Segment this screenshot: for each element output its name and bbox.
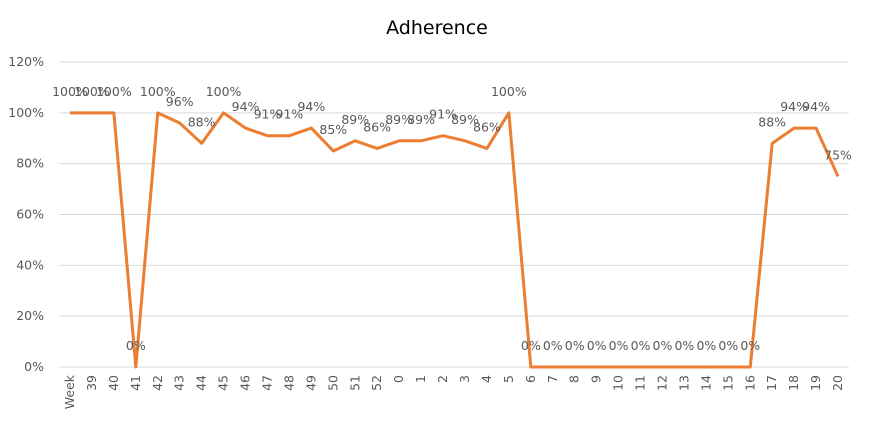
- data-label: 88%: [758, 114, 786, 129]
- x-tick-label: 10: [611, 375, 626, 391]
- x-tick-label: 3: [457, 375, 472, 383]
- x-tick-label: 45: [216, 375, 231, 391]
- x-tick-label: 15: [720, 375, 735, 391]
- data-label: 0%: [674, 338, 694, 353]
- data-label: 0%: [718, 338, 738, 353]
- x-tick-label: 41: [128, 375, 143, 391]
- data-label: 0%: [521, 338, 541, 353]
- x-tick-label: 43: [172, 375, 187, 391]
- data-label: 89%: [451, 112, 479, 127]
- x-tick-label: Week: [62, 374, 77, 409]
- data-label: 0%: [740, 338, 760, 353]
- data-label: 91%: [276, 107, 304, 122]
- x-tick-label: 16: [742, 375, 757, 391]
- y-tick-label: 60%: [16, 207, 44, 222]
- x-tick-label: 8: [567, 375, 582, 383]
- x-tick-label: 51: [347, 375, 362, 391]
- x-tick-label: 44: [194, 375, 209, 391]
- data-label: 96%: [166, 94, 194, 109]
- data-label: 94%: [297, 99, 325, 114]
- data-label: 0%: [126, 338, 146, 353]
- data-label: 0%: [653, 338, 673, 353]
- y-tick-label: 20%: [16, 308, 44, 323]
- data-label: 94%: [232, 99, 260, 114]
- x-tick-label: 18: [786, 375, 801, 391]
- data-label: 94%: [802, 99, 830, 114]
- x-tick-label: 47: [259, 375, 274, 391]
- data-label: 0%: [543, 338, 563, 353]
- data-label: 75%: [824, 147, 852, 162]
- y-tick-label: 120%: [8, 54, 44, 69]
- x-tick-label: 9: [589, 375, 604, 383]
- chart-title: Adherence: [386, 17, 488, 39]
- x-tick-label: 52: [369, 375, 384, 391]
- x-tick-label: 2: [435, 375, 450, 383]
- data-label: 88%: [188, 114, 216, 129]
- data-label: 91%: [254, 107, 282, 122]
- data-label: 0%: [587, 338, 607, 353]
- x-tick-label: 0: [391, 375, 406, 383]
- y-tick-label: 100%: [8, 105, 44, 120]
- x-tick-label: 39: [84, 375, 99, 391]
- x-tick-label: 5: [501, 375, 516, 383]
- data-label: 100%: [206, 84, 242, 99]
- x-tick-label: 19: [808, 375, 823, 391]
- data-label: 100%: [52, 84, 88, 99]
- y-tick-label: 80%: [16, 156, 44, 171]
- x-tick-label: 50: [325, 375, 340, 391]
- data-label: 85%: [319, 122, 347, 137]
- y-tick-label: 40%: [16, 257, 44, 272]
- x-tick-label: 13: [676, 375, 691, 391]
- x-tick-label: 40: [106, 375, 121, 391]
- x-tick-label: 46: [238, 375, 253, 391]
- y-tick-label: 0%: [24, 359, 44, 374]
- x-tick-label: 42: [150, 375, 165, 391]
- data-label: 89%: [385, 112, 413, 127]
- data-label: 89%: [407, 112, 435, 127]
- x-tick-label: 11: [633, 375, 648, 391]
- data-label: 0%: [565, 338, 585, 353]
- data-label: 91%: [429, 107, 457, 122]
- data-label: 100%: [96, 84, 132, 99]
- data-label: 86%: [473, 119, 501, 134]
- x-tick-label: 4: [479, 375, 494, 383]
- x-tick-label: 12: [654, 375, 669, 391]
- data-label: 0%: [631, 338, 651, 353]
- data-label: 100%: [140, 84, 176, 99]
- x-tick-label: 14: [698, 375, 713, 391]
- data-label: 94%: [780, 99, 808, 114]
- x-tick-label: 6: [523, 375, 538, 383]
- data-label: 0%: [609, 338, 629, 353]
- data-line: [69, 111, 840, 369]
- x-tick-label: 7: [545, 375, 560, 383]
- x-tick-label: 1: [413, 375, 428, 383]
- x-tick-label: 17: [764, 375, 779, 391]
- data-label: 86%: [363, 119, 391, 134]
- data-label: 0%: [696, 338, 716, 353]
- data-label: 100%: [491, 84, 527, 99]
- x-tick-label: 48: [281, 375, 296, 391]
- x-tick-label: 20: [830, 375, 845, 391]
- data-label: 89%: [341, 112, 369, 127]
- x-tick-label: 49: [303, 375, 318, 391]
- data-label: 100%: [74, 84, 110, 99]
